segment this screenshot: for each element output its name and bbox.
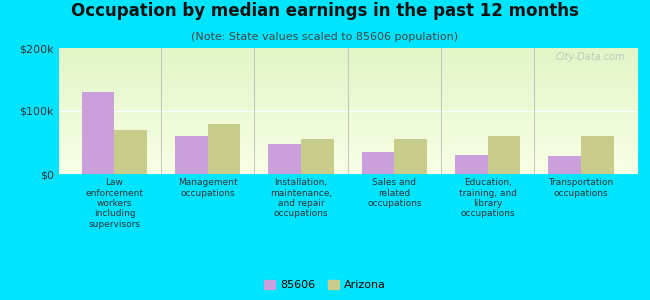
Bar [549,156,581,174]
Bar [268,144,301,174]
Bar [581,136,614,174]
Bar [208,124,240,174]
Bar [488,136,521,174]
Bar [301,139,333,174]
Legend: 85606, Arizona: 85606, Arizona [260,275,390,294]
Bar [82,92,114,174]
Text: City-Data.com: City-Data.com [556,52,625,62]
Text: (Note: State values scaled to 85606 population): (Note: State values scaled to 85606 popu… [192,32,458,41]
Text: Occupation by median earnings in the past 12 months: Occupation by median earnings in the pas… [71,2,579,20]
Bar [395,139,427,174]
Bar [175,136,208,174]
Bar [455,155,488,174]
Bar [114,130,147,174]
Bar [362,152,395,174]
